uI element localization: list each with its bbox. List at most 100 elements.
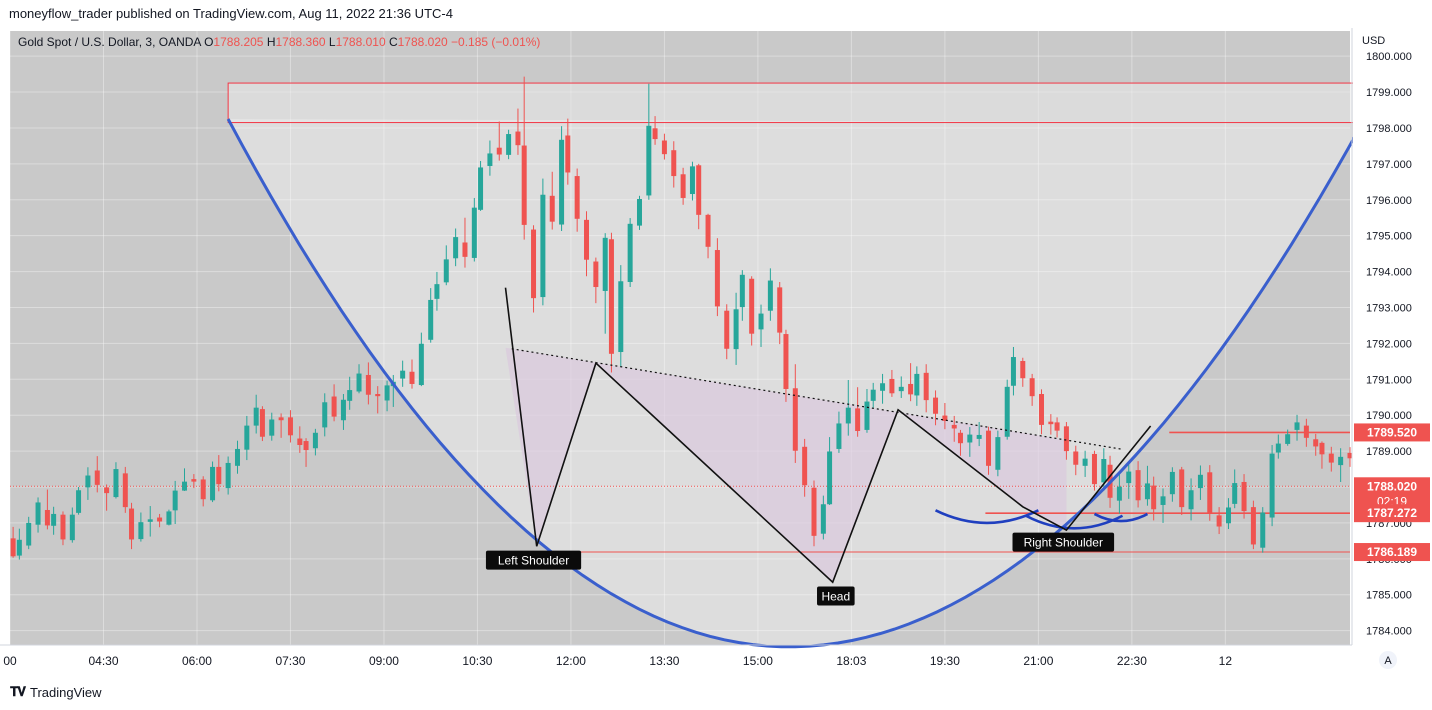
candle (739, 274, 745, 308)
shoulder-arc (1093, 512, 1149, 523)
candle (428, 299, 434, 340)
candle (967, 434, 973, 443)
x-tick-label: 21:00 (1023, 654, 1053, 668)
candle (1232, 483, 1238, 504)
candle (714, 250, 720, 307)
ohlc-value: 1788.205 (213, 35, 266, 49)
candle (914, 373, 920, 396)
candle (375, 394, 381, 397)
candle (210, 466, 216, 501)
candle (76, 490, 82, 513)
y-tick-label: 1790.000 (1366, 410, 1412, 422)
candle (1160, 496, 1166, 505)
candle (933, 397, 939, 414)
currency-label: USD (1362, 35, 1385, 47)
candle (129, 508, 135, 540)
candle (278, 417, 284, 421)
candle (172, 490, 178, 511)
price-change: −0.185 (−0.01%) (451, 35, 540, 49)
candle (521, 145, 527, 225)
auto-scale-label: A (1384, 655, 1392, 667)
candle (1294, 422, 1300, 430)
candle (811, 487, 817, 536)
price-level-tag (1354, 543, 1430, 562)
candle (16, 539, 22, 556)
candle (418, 343, 424, 386)
y-tick-label: 1792.000 (1366, 338, 1412, 350)
candle (671, 150, 677, 177)
candle (696, 165, 702, 215)
ohlc-legend: Gold Spot / U.S. Dollar, 3, OANDA O1788.… (18, 35, 540, 49)
candle (1197, 474, 1203, 489)
price-axis (1353, 28, 1432, 645)
candle (661, 140, 667, 155)
candle (1275, 443, 1281, 453)
auto-scale-button[interactable] (1379, 651, 1397, 669)
x-tick-label: 22:30 (1117, 654, 1147, 668)
candle (942, 415, 948, 421)
ohlc-key: L (329, 35, 336, 49)
candle (1313, 439, 1319, 447)
candle (44, 509, 50, 526)
candle (384, 385, 390, 401)
candle (1082, 458, 1088, 466)
candle (783, 334, 789, 389)
candle (1319, 442, 1325, 455)
candle (1338, 456, 1344, 466)
candle (923, 372, 929, 401)
candle (898, 386, 904, 392)
candle (951, 424, 957, 429)
candle (627, 223, 633, 282)
candle (608, 239, 614, 354)
candle (225, 462, 231, 489)
ohlc-key: H (267, 35, 276, 49)
price-chart[interactable]: Left Shoulder Head Right Shoulder Gold Spot… (0, 28, 1432, 680)
candle (347, 390, 353, 401)
candle (1144, 483, 1150, 500)
candle (312, 432, 318, 449)
y-tick-label: 1784.000 (1366, 626, 1412, 638)
candle (69, 514, 75, 541)
candle (1250, 507, 1256, 545)
candle (646, 125, 652, 196)
y-tick-label: 1785.000 (1366, 590, 1412, 602)
candle (191, 479, 197, 482)
candle (1135, 470, 1141, 501)
candle (636, 199, 642, 226)
candle (565, 135, 571, 173)
candle (234, 448, 240, 466)
candle (836, 423, 842, 449)
x-tick-label: 06:00 (182, 654, 212, 668)
candle (1029, 378, 1035, 397)
cup-curve (226, 118, 1364, 649)
tradingview-brand[interactable]: 𝐓𝐕 TradingView (10, 684, 102, 700)
annotation-label: Head (817, 586, 855, 606)
neckline (511, 348, 1123, 450)
candle (976, 434, 982, 439)
x-tick-label: 12 (1219, 654, 1233, 668)
candle (1126, 471, 1132, 484)
candle (506, 134, 512, 155)
candle (1073, 451, 1079, 465)
pattern-zigzag (504, 287, 1152, 584)
candle (855, 408, 861, 431)
candle (724, 310, 730, 349)
candle (400, 370, 406, 379)
candle (182, 481, 188, 491)
y-tick-label: 1796.000 (1366, 195, 1412, 207)
price-level-text: 1787.272 (1367, 506, 1417, 520)
candle (1216, 515, 1222, 527)
annotation-label: Right Shoulder (1012, 532, 1115, 552)
candle (1260, 512, 1266, 548)
x-tick-label: 12:00 (556, 654, 586, 668)
pattern-area (505, 347, 1067, 583)
price-level-tag (1354, 423, 1430, 442)
candle (827, 451, 833, 505)
candle (434, 284, 440, 299)
last-price-text: 1788.020 (1367, 479, 1417, 493)
candle (166, 511, 172, 525)
candle (1091, 453, 1097, 485)
candle (104, 487, 110, 494)
candle (777, 287, 783, 333)
candle (1151, 485, 1157, 510)
